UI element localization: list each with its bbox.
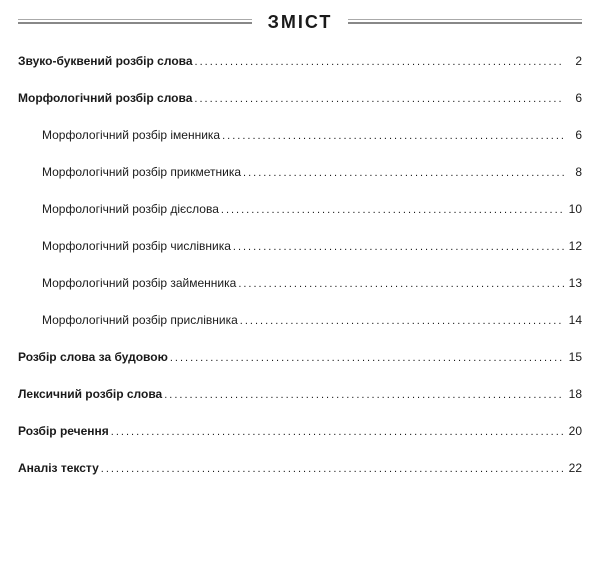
toc-row: Морфологічний розбір дієслова 10 (18, 203, 582, 216)
toc-row: Розбір слова за будовою 15 (18, 351, 582, 364)
toc-row: Лексичний розбір слова 18 (18, 388, 582, 401)
toc-label: Морфологічний розбір займенника (42, 277, 236, 289)
toc-page-number: 18 (564, 388, 582, 400)
toc-label: Морфологічний розбір числівника (42, 240, 231, 252)
toc-dots (109, 427, 564, 438)
toc-dots (231, 242, 564, 253)
toc-dots (192, 94, 564, 105)
toc-page-number: 22 (564, 462, 582, 474)
toc-dots (238, 316, 564, 327)
title-line-right (348, 22, 582, 24)
toc-dots (162, 390, 564, 401)
toc-page-number: 10 (564, 203, 582, 215)
toc-dots (220, 131, 564, 142)
toc-row: Звуко-буквений розбір слова 2 (18, 55, 582, 68)
toc-dots (193, 57, 564, 68)
toc-label: Морфологічний розбір слова (18, 92, 192, 104)
toc-label: Морфологічний розбір іменника (42, 129, 220, 141)
toc-row: Морфологічний розбір прикметника 8 (18, 166, 582, 179)
toc-label: Морфологічний розбір дієслова (42, 203, 219, 215)
title-bar: ЗМІСТ (18, 12, 582, 33)
toc-page-number: 8 (564, 166, 582, 178)
toc-dots (99, 464, 564, 475)
title-line-left (18, 22, 252, 24)
page-container: ЗМІСТ Звуко-буквений розбір слова 2 Морфол… (0, 0, 600, 517)
toc-label: Морфологічний розбір прислівника (42, 314, 238, 326)
toc-page-number: 12 (564, 240, 582, 252)
toc-row: Аналіз тексту 22 (18, 462, 582, 475)
toc-label: Лексичний розбір слова (18, 388, 162, 400)
toc-page-number: 15 (564, 351, 582, 363)
toc-dots (168, 353, 564, 364)
toc-page-number: 14 (564, 314, 582, 326)
toc-row: Морфологічний розбір слова 6 (18, 92, 582, 105)
toc-page-number: 6 (564, 92, 582, 104)
toc-page-number: 6 (564, 129, 582, 141)
toc-row: Морфологічний розбір іменника 6 (18, 129, 582, 142)
toc-label: Морфологічний розбір прикметника (42, 166, 241, 178)
toc-label: Розбір речення (18, 425, 109, 437)
toc-list: Звуко-буквений розбір слова 2 Морфологічни… (18, 55, 582, 475)
toc-label: Розбір слова за будовою (18, 351, 168, 363)
toc-dots (219, 205, 564, 216)
toc-row: Розбір речення 20 (18, 425, 582, 438)
toc-label: Звуко-буквений розбір слова (18, 55, 193, 67)
toc-page-number: 20 (564, 425, 582, 437)
toc-dots (241, 168, 564, 179)
toc-page-number: 2 (564, 55, 582, 67)
toc-page-number: 13 (564, 277, 582, 289)
toc-dots (236, 279, 564, 290)
toc-row: Морфологічний розбір займенника 13 (18, 277, 582, 290)
toc-label: Аналіз тексту (18, 462, 99, 474)
toc-row: Морфологічний розбір числівника 12 (18, 240, 582, 253)
page-title: ЗМІСТ (252, 12, 349, 33)
toc-row: Морфологічний розбір прислівника 14 (18, 314, 582, 327)
